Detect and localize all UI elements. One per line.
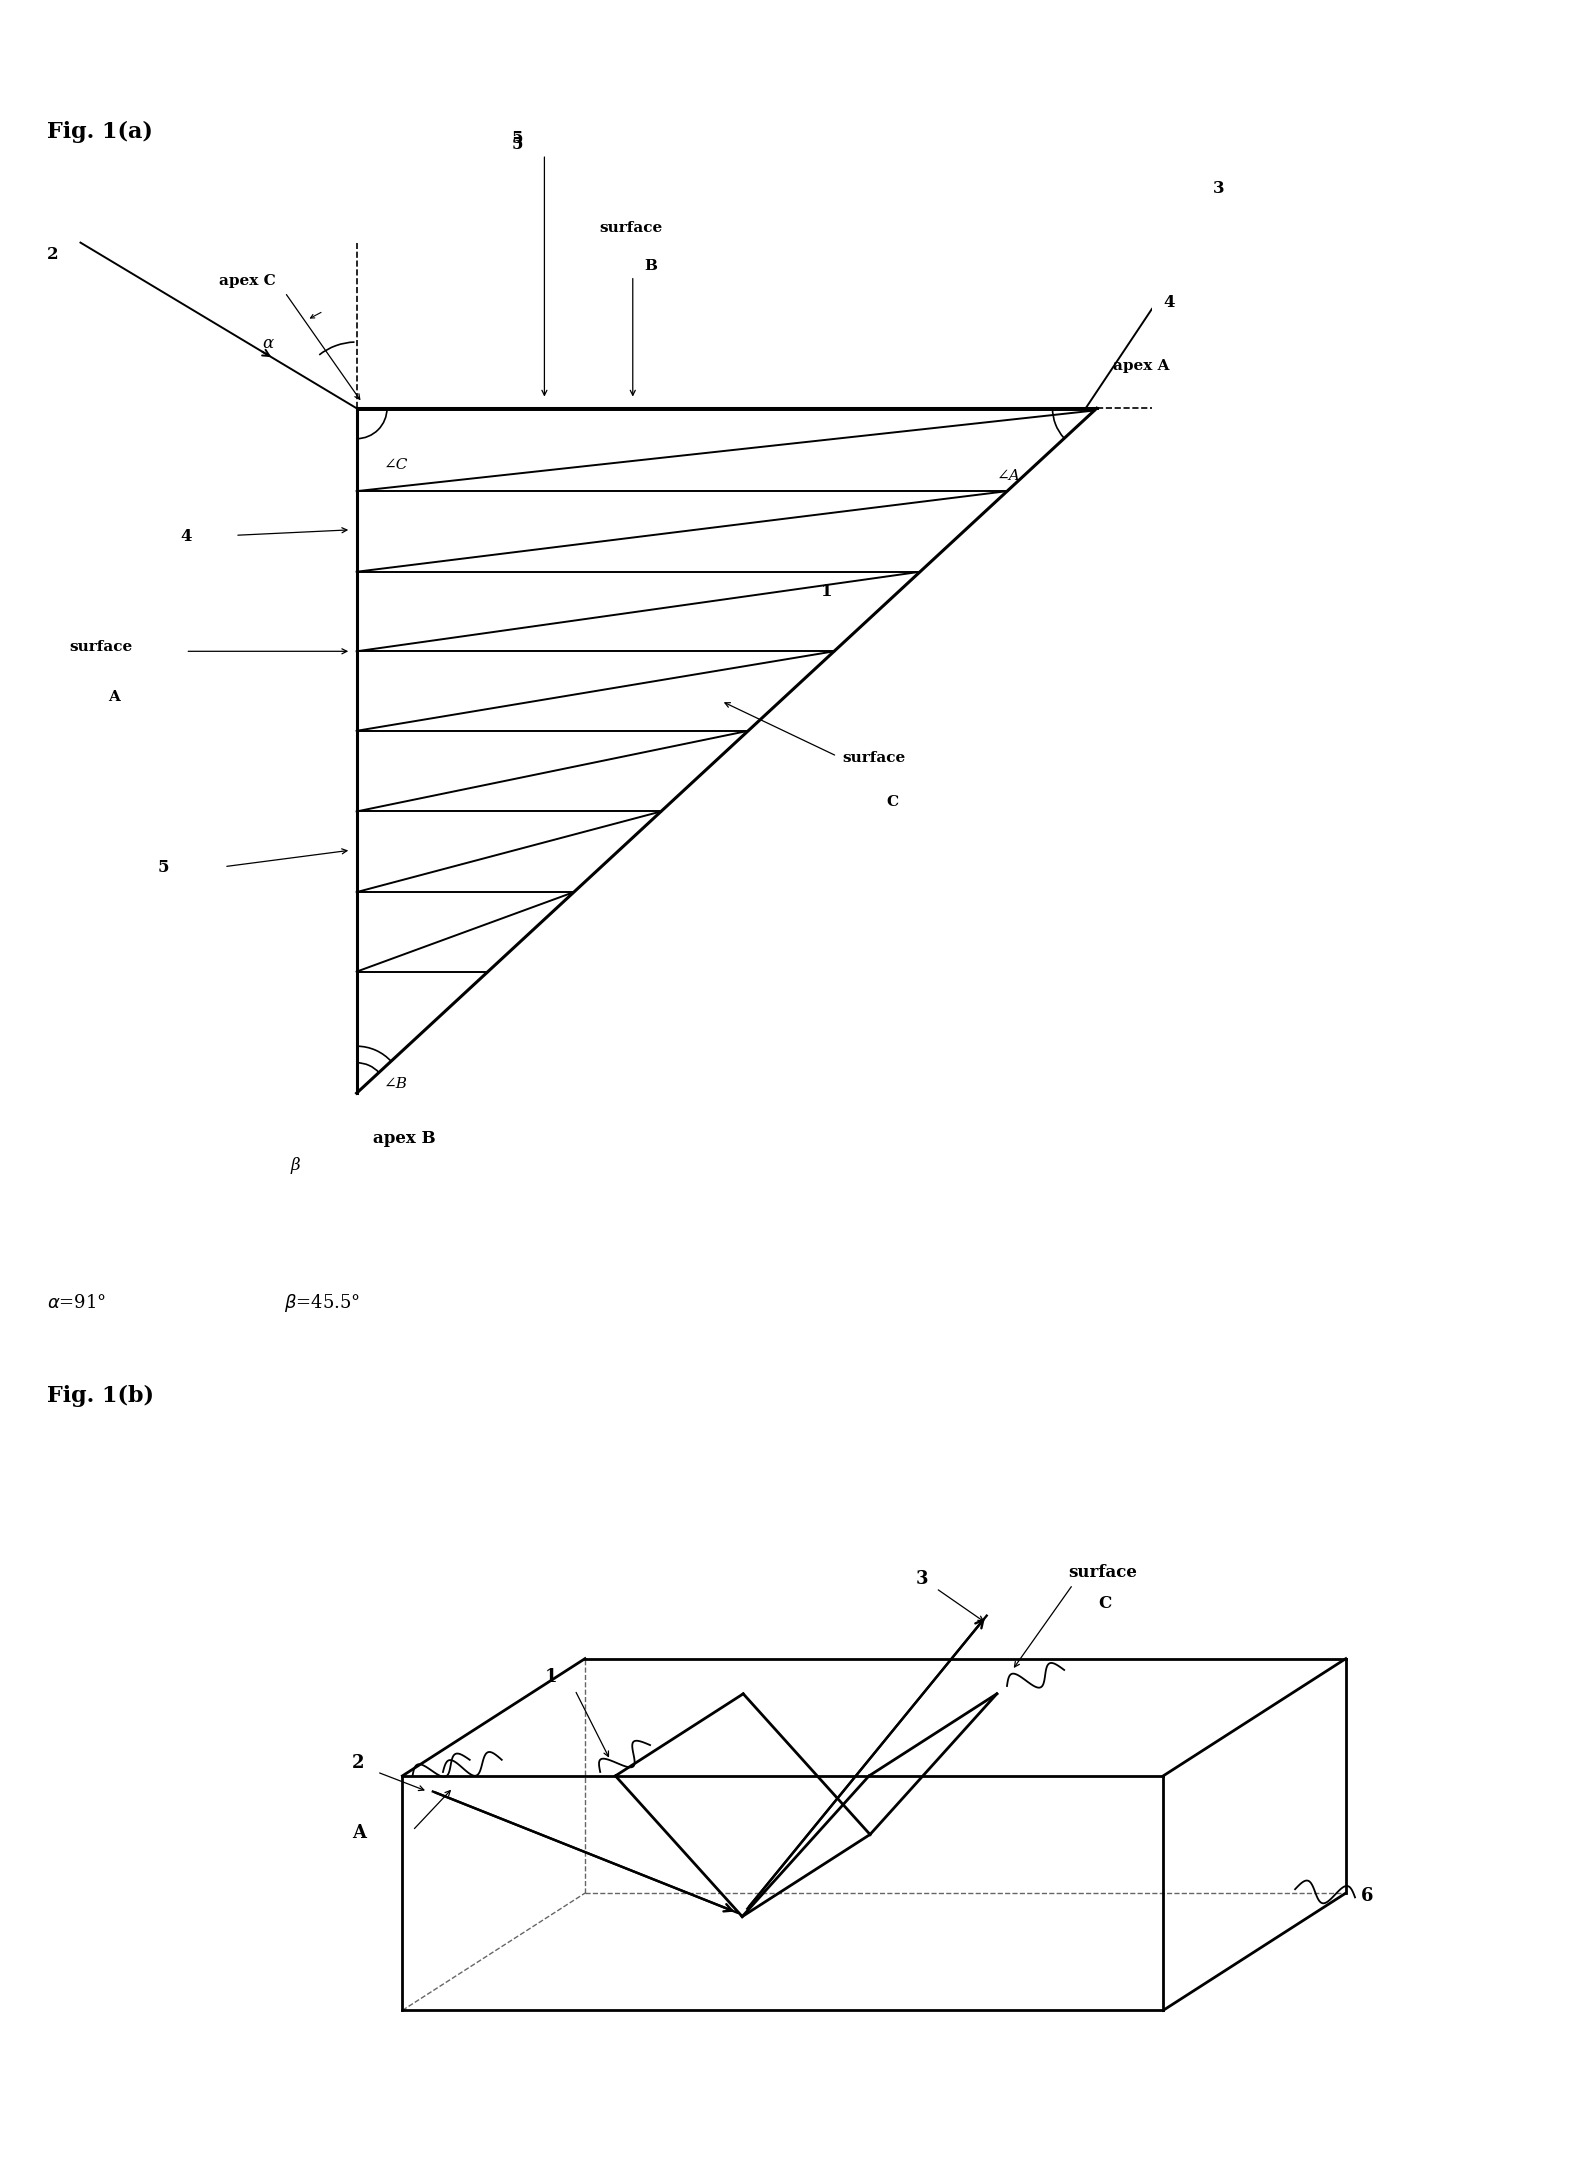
- Text: 2: 2: [352, 1754, 365, 1772]
- Text: surface: surface: [843, 751, 906, 764]
- Text: apex A: apex A: [1114, 358, 1169, 373]
- Text: ∠B: ∠B: [385, 1077, 409, 1090]
- Text: 1: 1: [821, 584, 832, 599]
- Text: B: B: [644, 258, 656, 274]
- Text: $\beta$=45.5°: $\beta$=45.5°: [284, 1292, 360, 1313]
- Text: 5: 5: [511, 130, 522, 148]
- Text: 3: 3: [915, 1570, 928, 1589]
- Text: Fig. 1(a): Fig. 1(a): [47, 122, 153, 143]
- Text: 1: 1: [544, 1667, 557, 1687]
- Text: surface: surface: [69, 640, 133, 653]
- Text: surface: surface: [600, 221, 663, 234]
- Text: apex C: apex C: [218, 274, 275, 289]
- Text: C: C: [1098, 1596, 1111, 1611]
- Text: $\alpha$=91°: $\alpha$=91°: [47, 1294, 107, 1311]
- Text: apex B: apex B: [372, 1129, 436, 1146]
- Text: 4: 4: [180, 528, 191, 545]
- Text: A: A: [107, 690, 120, 703]
- Text: Fig. 1(b): Fig. 1(b): [47, 1385, 155, 1407]
- Text: surface: surface: [1068, 1563, 1136, 1580]
- Text: C: C: [887, 795, 899, 810]
- Text: β: β: [290, 1157, 300, 1175]
- Text: 4: 4: [1163, 293, 1174, 310]
- Text: ∠C: ∠C: [385, 458, 409, 471]
- Text: 5: 5: [511, 137, 522, 152]
- Text: 6: 6: [1360, 1887, 1373, 1904]
- Text: A: A: [352, 1824, 366, 1843]
- Text: 2: 2: [47, 245, 58, 263]
- Text: 3: 3: [1213, 180, 1225, 198]
- Text: 5: 5: [158, 860, 169, 877]
- Text: α: α: [262, 334, 275, 352]
- Text: ∠A: ∠A: [997, 469, 1021, 484]
